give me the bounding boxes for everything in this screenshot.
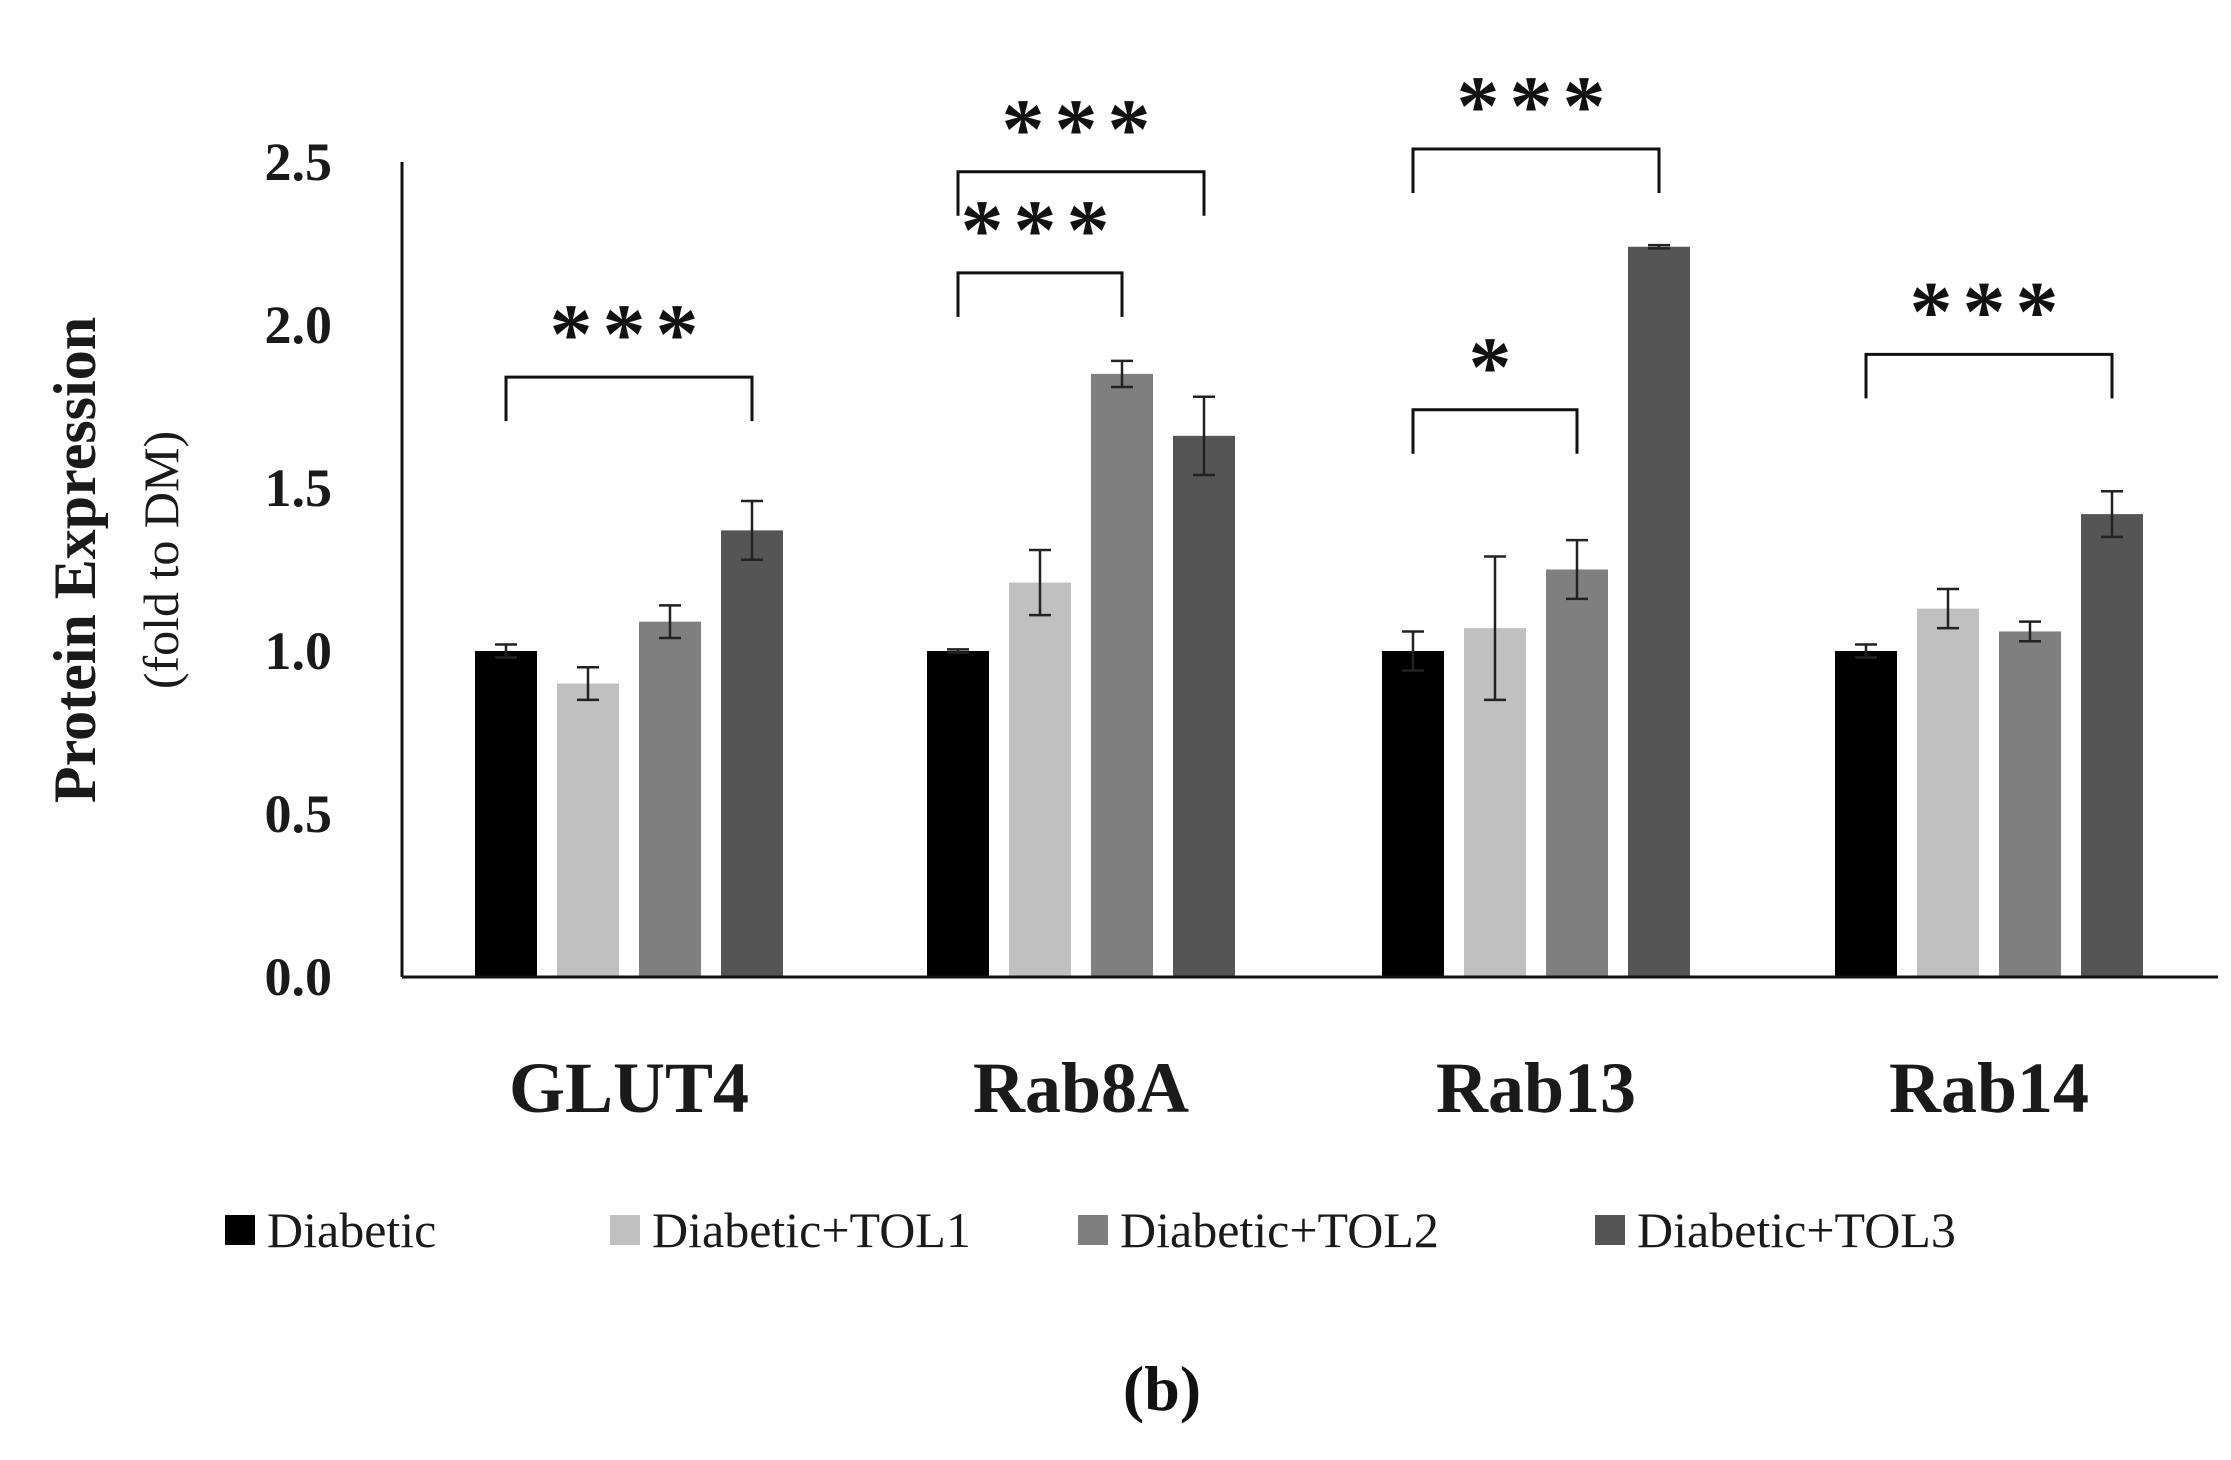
category-label-rab8a: Rab8A — [973, 1048, 1189, 1128]
bar-rab8a-0 — [927, 651, 989, 977]
significance-label: * — [1469, 319, 1522, 415]
error-bar — [1193, 395, 1215, 477]
bar-rab8a-3 — [1173, 435, 1235, 978]
category-label-rab14: Rab14 — [1889, 1048, 2089, 1128]
error-bar — [2019, 620, 2041, 643]
legend-swatch — [1078, 1215, 1108, 1245]
significance-bracket — [1411, 147, 1661, 193]
error-bar — [659, 604, 681, 640]
y-axis-sublabel: (fold to DM) — [133, 431, 189, 689]
y-tick-label: 2.5 — [265, 132, 333, 192]
y-tick-label: 0.5 — [265, 784, 333, 844]
significance-label: *** — [1002, 81, 1161, 177]
y-tick-label: 0.0 — [265, 947, 333, 1007]
significance-label: *** — [1910, 263, 2069, 359]
significance-bracket — [1411, 408, 1579, 454]
legend-item: Diabetic+TOL2 — [1078, 1202, 1439, 1258]
legend-swatch — [225, 1215, 255, 1245]
legend-label: Diabetic+TOL1 — [652, 1202, 971, 1258]
bar-rab14-2 — [1999, 631, 2061, 977]
significance-label: *** — [1457, 58, 1616, 154]
bar-glut4-0 — [475, 651, 537, 977]
y-tick-label: 1.0 — [265, 621, 333, 681]
bar-rab8a-2 — [1091, 373, 1153, 977]
legend-item: Diabetic — [225, 1202, 436, 1258]
error-bar — [1648, 243, 1670, 250]
error-bar — [1402, 630, 1424, 672]
error-bar — [495, 643, 517, 659]
bar-rab8a-1 — [1009, 582, 1071, 977]
category-label-glut4: GLUT4 — [509, 1048, 749, 1128]
legend-label: Diabetic+TOL2 — [1120, 1202, 1439, 1258]
error-bar — [1029, 548, 1051, 617]
legend-label: Diabetic+TOL3 — [1637, 1202, 1956, 1258]
significance-label: *** — [550, 286, 709, 382]
bar-rab14-3 — [2081, 514, 2143, 977]
significance-bracket — [504, 375, 754, 422]
error-bar — [577, 666, 599, 702]
error-bar — [1566, 538, 1588, 601]
significance-bracket — [1864, 352, 2114, 399]
y-tick-label: 2.0 — [265, 295, 333, 355]
error-bar — [947, 648, 969, 654]
legend-item: Diabetic+TOL3 — [1595, 1202, 1956, 1258]
significance-bracket — [956, 170, 1206, 216]
y-axis-title: Protein Expression — [42, 317, 108, 803]
error-bar — [1855, 643, 1877, 659]
error-bar — [2101, 490, 2123, 539]
error-bar — [1484, 555, 1506, 702]
legend-label: Diabetic — [267, 1202, 436, 1258]
bar-rab13-0 — [1382, 651, 1444, 977]
bar-rab13-2 — [1546, 569, 1608, 977]
bar-rab14-0 — [1835, 651, 1897, 977]
category-label-rab13: Rab13 — [1436, 1048, 1636, 1128]
legend-swatch — [610, 1215, 640, 1245]
y-axis-label: Protein Expression — [42, 317, 108, 803]
bar-rab14-1 — [1917, 608, 1979, 977]
significance-label: *** — [961, 182, 1120, 278]
bar-glut4-2 — [639, 621, 701, 977]
error-bar — [741, 499, 763, 561]
legend-swatch — [1595, 1215, 1625, 1245]
y-tick-label: 1.5 — [265, 458, 333, 518]
legend-item: Diabetic+TOL1 — [610, 1202, 971, 1258]
bar-glut4-3 — [721, 530, 783, 977]
y-axis-subtitle: (fold to DM) — [133, 431, 189, 689]
panel-label: (b) — [1123, 1353, 1201, 1424]
bar-rab13-3 — [1628, 246, 1690, 977]
bar-glut4-1 — [557, 683, 619, 977]
significance-bracket — [956, 271, 1124, 317]
error-bar — [1937, 587, 1959, 630]
error-bar — [1111, 359, 1133, 389]
